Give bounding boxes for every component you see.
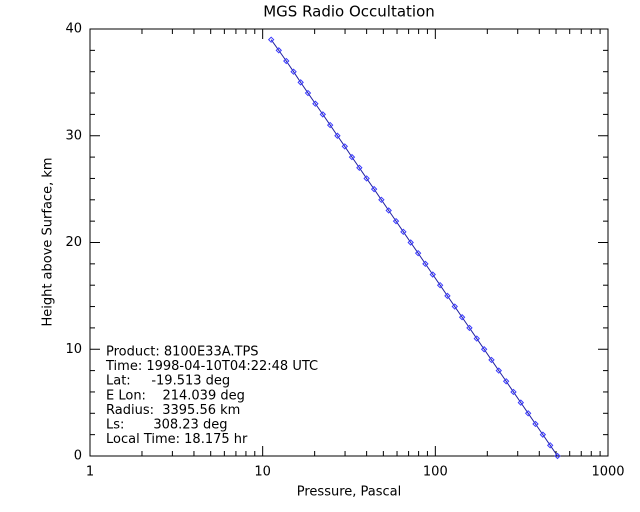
x-tick-label: 1 <box>86 465 94 480</box>
data-marker <box>495 367 503 374</box>
data-marker <box>267 36 275 43</box>
data-marker <box>546 442 554 449</box>
y-tick-label: 30 <box>65 128 82 143</box>
data-marker <box>385 207 392 214</box>
annotation: Local Time: 18.175 hr <box>106 432 248 447</box>
data-line <box>270 39 558 457</box>
x-tick-label: 10 <box>254 465 271 480</box>
data-marker <box>275 47 283 54</box>
data-marker <box>348 153 356 161</box>
data-marker <box>334 132 341 139</box>
data-marker <box>326 121 334 129</box>
data-marker <box>363 175 370 182</box>
annotation: Product: 8100E33A.TPS <box>106 345 259 360</box>
chart-title: MGS Radio Occultation <box>263 3 435 21</box>
data-marker <box>297 79 304 86</box>
data-marker <box>370 185 378 193</box>
data-marker <box>422 260 429 268</box>
y-tick-label: 20 <box>65 235 82 250</box>
data-marker <box>304 89 312 97</box>
data-marker <box>356 164 363 171</box>
data-marker <box>502 378 510 385</box>
data-marker <box>539 431 547 438</box>
data-marker <box>392 217 400 225</box>
y-tick-label: 40 <box>65 22 82 37</box>
data-marker <box>341 143 349 150</box>
y-tick-label: 10 <box>65 342 82 357</box>
data-marker <box>378 196 385 204</box>
data-marker <box>466 324 473 332</box>
annotation: Time: 1998-04-10T04:22:48 UTC <box>105 359 318 374</box>
data-marker <box>436 281 444 289</box>
data-marker <box>290 68 297 75</box>
data-marker <box>517 399 525 406</box>
data-marker <box>510 388 517 396</box>
data-marker <box>414 249 422 257</box>
data-marker <box>451 303 458 310</box>
data-marker <box>283 57 290 65</box>
data-marker <box>312 100 319 107</box>
data-marker <box>554 452 561 460</box>
data-marker <box>400 228 407 236</box>
data-marker <box>524 410 532 417</box>
annotation: Ls: 308.23 deg <box>106 418 227 433</box>
annotation: Radius: 3395.56 km <box>106 403 240 418</box>
annotation: Lat: -19.513 deg <box>106 374 230 389</box>
x-axis-label: Pressure, Pascal <box>297 485 402 500</box>
data-marker <box>532 420 539 428</box>
y-tick-label: 0 <box>74 449 82 464</box>
data-marker <box>407 239 414 246</box>
data-marker <box>480 346 488 353</box>
data-marker <box>458 314 466 321</box>
data-marker <box>488 356 495 364</box>
x-tick-label: 100 <box>423 465 448 480</box>
data-marker <box>473 335 480 342</box>
x-tick-label: 1000 <box>591 465 624 480</box>
annotation: E Lon: 214.039 deg <box>106 388 245 403</box>
data-marker <box>429 271 436 278</box>
data-marker <box>319 111 327 118</box>
y-axis-label: Height above Surface, km <box>41 157 56 326</box>
data-marker <box>444 292 451 300</box>
